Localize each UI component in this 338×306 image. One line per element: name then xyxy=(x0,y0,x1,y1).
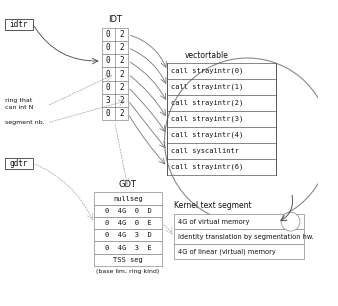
Text: 4G of virtual memory: 4G of virtual memory xyxy=(178,219,249,225)
Bar xyxy=(174,214,304,229)
Bar xyxy=(101,94,128,107)
Text: vectortable: vectortable xyxy=(184,51,228,60)
Bar xyxy=(94,254,162,266)
Text: 0  4G  3  E: 0 4G 3 E xyxy=(104,244,151,251)
Text: call strayintr(1): call strayintr(1) xyxy=(171,84,243,90)
Bar xyxy=(94,217,162,229)
Text: 2: 2 xyxy=(119,43,124,52)
Text: 2: 2 xyxy=(119,56,124,65)
Text: Kernel text segment: Kernel text segment xyxy=(174,201,251,210)
Text: (base lim, ring kind): (base lim, ring kind) xyxy=(96,269,160,274)
Text: call strayintr(6): call strayintr(6) xyxy=(171,163,243,170)
Text: nullseg: nullseg xyxy=(113,196,143,202)
Text: call syscallintr: call syscallintr xyxy=(171,148,239,154)
Text: 0  4G  3  D: 0 4G 3 D xyxy=(104,232,151,238)
Bar xyxy=(101,28,128,41)
Text: 0: 0 xyxy=(106,43,111,52)
Text: call strayintr(4): call strayintr(4) xyxy=(171,131,243,138)
Text: call strayintr(0): call strayintr(0) xyxy=(171,67,243,74)
Text: call strayintr(2): call strayintr(2) xyxy=(171,99,243,106)
Text: 3: 3 xyxy=(106,96,111,105)
Text: 0  4G  0  D: 0 4G 0 D xyxy=(104,208,151,214)
Bar xyxy=(174,229,304,244)
Text: 4G of linear (virtual) memory: 4G of linear (virtual) memory xyxy=(178,248,275,255)
Text: 2: 2 xyxy=(119,30,124,39)
Text: 0: 0 xyxy=(106,83,111,92)
Bar xyxy=(101,107,128,120)
Bar xyxy=(94,205,162,217)
Bar xyxy=(5,158,33,169)
Text: 0: 0 xyxy=(106,56,111,65)
Text: 0: 0 xyxy=(106,30,111,39)
Bar xyxy=(101,67,128,80)
Text: 2: 2 xyxy=(119,83,124,92)
Text: 0  4G  0  E: 0 4G 0 E xyxy=(104,220,151,226)
Bar xyxy=(101,41,128,54)
Bar xyxy=(101,54,128,67)
Text: TSS seg: TSS seg xyxy=(113,257,143,263)
Bar xyxy=(94,229,162,241)
Text: call strayintr(3): call strayintr(3) xyxy=(171,115,243,122)
Text: Identity translation by segmentation hw.: Identity translation by segmentation hw. xyxy=(178,234,313,240)
Text: 0: 0 xyxy=(106,109,111,118)
Text: IDT: IDT xyxy=(108,15,122,24)
Text: 0: 0 xyxy=(106,69,111,79)
Bar xyxy=(94,241,162,254)
Text: segment nb.: segment nb. xyxy=(5,120,44,125)
Circle shape xyxy=(281,212,300,231)
Bar xyxy=(174,244,304,259)
Bar xyxy=(5,19,33,30)
Text: 2: 2 xyxy=(119,109,124,118)
Bar xyxy=(101,80,128,94)
Text: gdtr: gdtr xyxy=(9,159,28,168)
Text: GDT: GDT xyxy=(119,180,137,189)
Text: ring that: ring that xyxy=(5,99,32,103)
Text: 2: 2 xyxy=(119,96,124,105)
Text: can int N: can int N xyxy=(5,105,33,110)
Text: 2: 2 xyxy=(119,69,124,79)
Text: idtr: idtr xyxy=(9,20,28,29)
Bar xyxy=(94,192,162,205)
